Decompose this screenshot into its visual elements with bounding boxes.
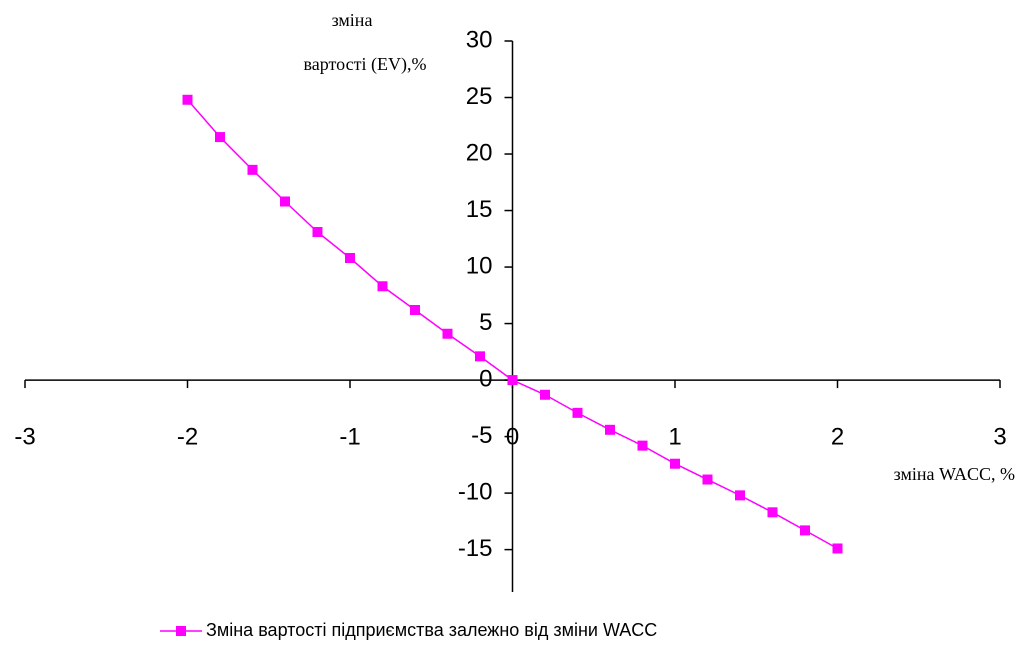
- y-tick-label: -15: [458, 535, 493, 562]
- point: [800, 525, 810, 536]
- point: [735, 490, 745, 501]
- legend-label: Зміна вартості підприємства залежно від …: [206, 620, 657, 640]
- x-axis-title: зміна WACC, %: [894, 464, 1015, 484]
- point: [280, 196, 290, 207]
- point: [215, 132, 225, 143]
- point: [540, 389, 550, 400]
- x-tick-label: -2: [177, 423, 198, 450]
- point: [377, 281, 388, 292]
- point: [182, 94, 193, 105]
- point: [605, 424, 615, 435]
- y-tick-label: 15: [466, 196, 493, 223]
- y-tick-label: 0: [479, 365, 492, 392]
- point: [702, 474, 713, 485]
- point: [507, 375, 518, 386]
- point: [442, 328, 453, 339]
- y-tick-label: 25: [466, 83, 493, 110]
- x-tick-label: 3: [993, 423, 1006, 450]
- point: [670, 458, 680, 469]
- point: [767, 507, 778, 518]
- point: [345, 253, 355, 264]
- y-tick-label: 5: [479, 309, 492, 336]
- point: [832, 543, 843, 554]
- point: [312, 227, 323, 238]
- point: [475, 351, 485, 362]
- point: [637, 440, 648, 451]
- point: [410, 305, 420, 316]
- point: [572, 407, 583, 418]
- x-tick-label: -3: [14, 423, 35, 450]
- y-tick-label: -10: [458, 478, 493, 505]
- y-axis-title: зміна: [332, 10, 373, 30]
- y-tick-label: 30: [466, 26, 493, 53]
- x-tick-label: -1: [339, 423, 360, 450]
- y-tick-label: 10: [466, 252, 493, 279]
- x-tick-label: 2: [831, 423, 844, 450]
- point: [247, 164, 258, 175]
- y-tick-label: -5: [471, 422, 492, 449]
- y-axis-title: вартості (EV),%: [304, 54, 427, 75]
- x-tick-label: 1: [668, 423, 681, 450]
- legend-marker: [176, 626, 186, 636]
- y-tick-label: 20: [466, 139, 493, 166]
